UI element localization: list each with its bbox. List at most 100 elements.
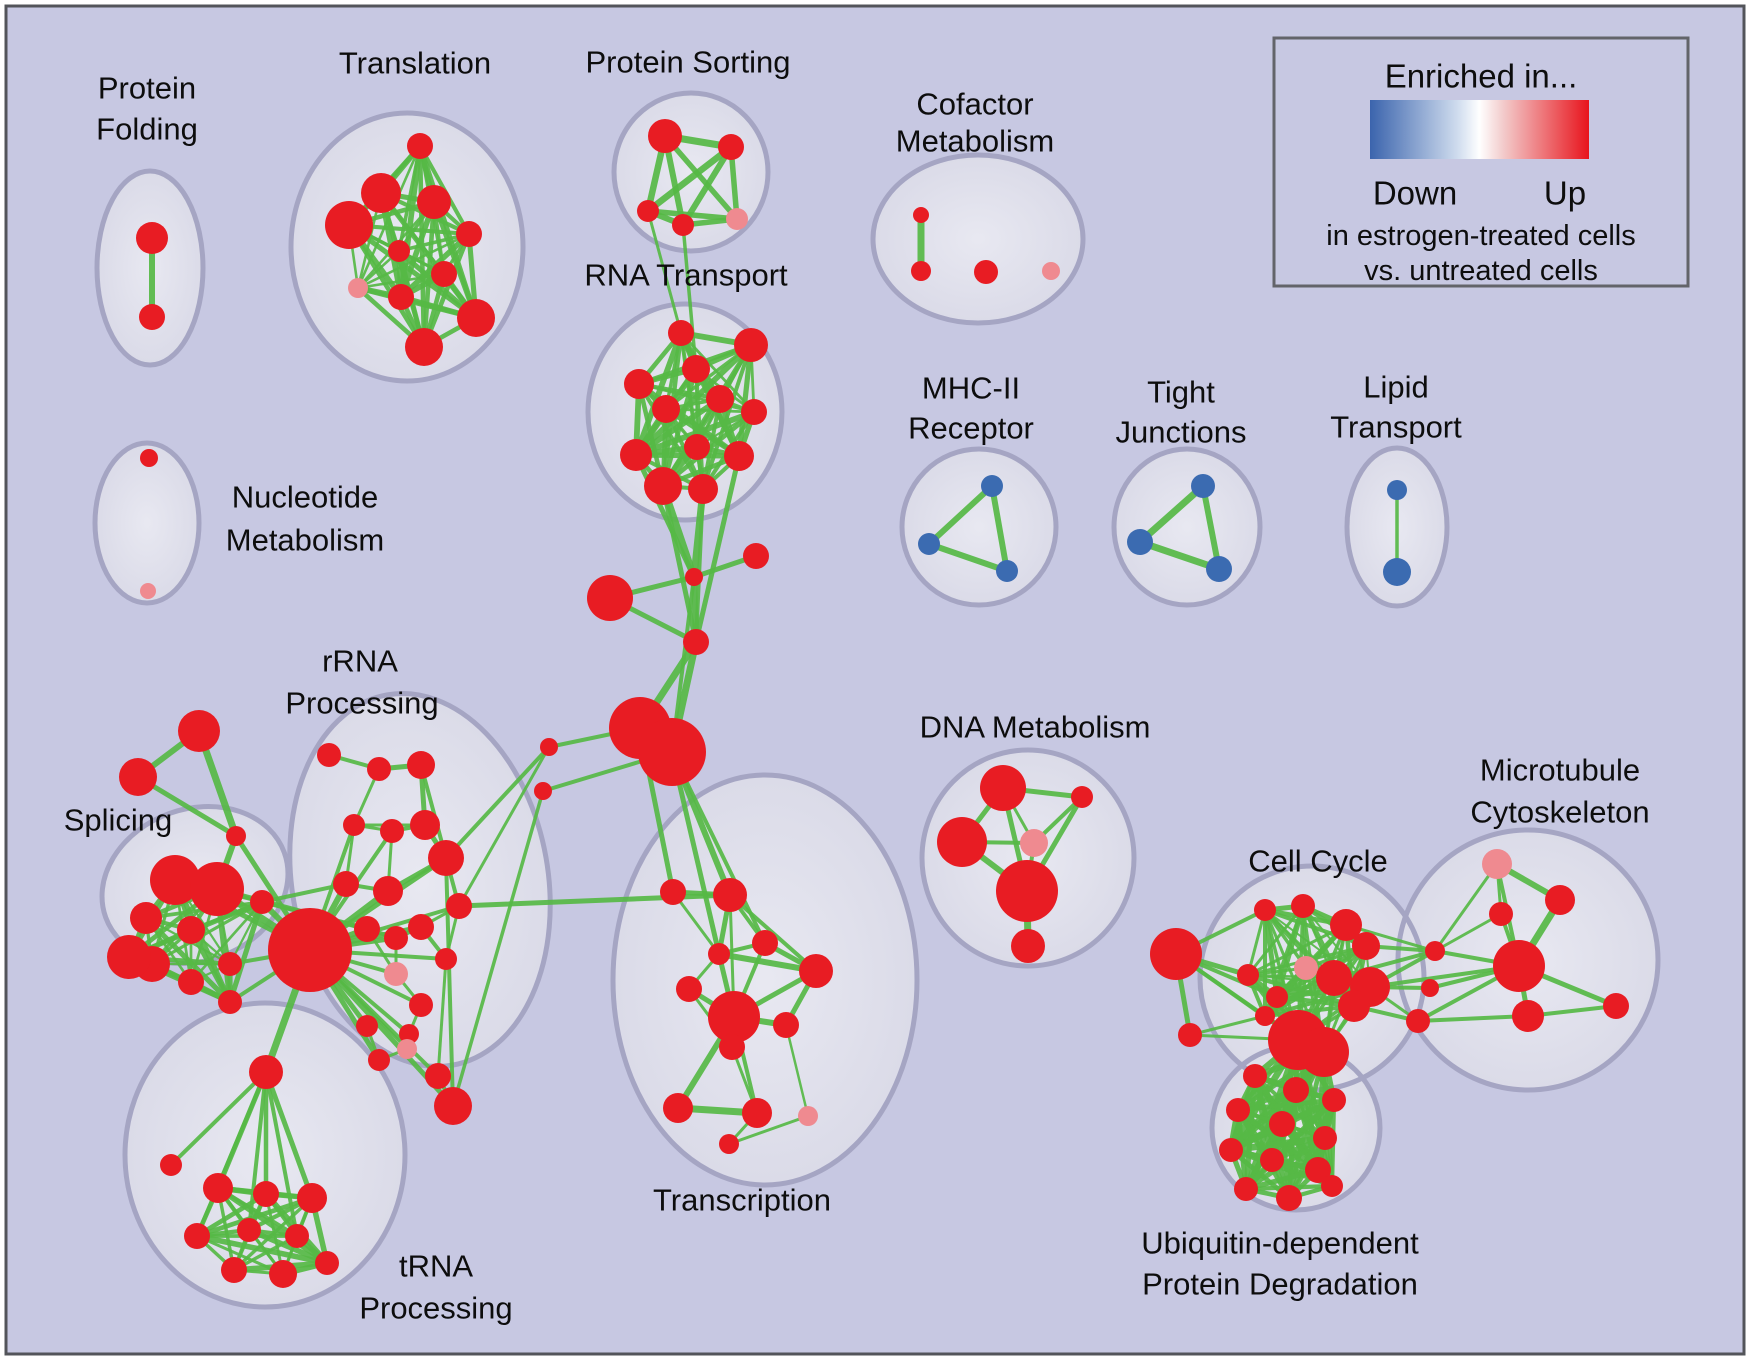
edge-ps0-ps4 bbox=[662, 133, 740, 222]
node-cc6 bbox=[1294, 956, 1318, 980]
node-rr21 bbox=[434, 1087, 472, 1125]
node-cc2 bbox=[1254, 899, 1276, 921]
cluster-label: Cell Cycle bbox=[1248, 844, 1388, 879]
cluster-label: Lipid bbox=[1363, 370, 1429, 405]
legend-down-label: Down bbox=[1373, 175, 1457, 212]
node-rt5 bbox=[652, 395, 680, 423]
edge-sp4-sp6 bbox=[189, 900, 264, 984]
node-cc11 bbox=[1338, 990, 1370, 1022]
edge-cc4-cc7 bbox=[1246, 923, 1348, 977]
edge-rt4-rt8 bbox=[633, 396, 723, 458]
edge-rt6-rt8 bbox=[633, 409, 757, 458]
node-mt4 bbox=[1512, 1000, 1544, 1032]
node-rt6 bbox=[741, 399, 767, 425]
node-rr10 bbox=[384, 926, 408, 950]
cluster-label: MHC-II bbox=[922, 371, 1020, 406]
edge-hb1-tx2 bbox=[669, 749, 722, 957]
edge-tl6-tl7 bbox=[356, 272, 446, 290]
node-cc3 bbox=[1291, 894, 1315, 918]
node-tl0 bbox=[407, 133, 433, 159]
node-cf3 bbox=[1042, 262, 1060, 280]
edge-rt9-ch3 bbox=[693, 453, 742, 645]
node-lp1 bbox=[1383, 558, 1411, 586]
node-lp0 bbox=[1387, 480, 1407, 500]
edge-mt0-cc15 bbox=[1433, 862, 1499, 953]
node-cf2 bbox=[974, 260, 998, 284]
cluster-label: Ubiquitin-dependent bbox=[1141, 1226, 1419, 1261]
node-hs1 bbox=[534, 782, 552, 800]
node-rr8 bbox=[373, 876, 403, 906]
edge-tn6-tn10 bbox=[246, 1227, 330, 1266]
node-pf0 bbox=[136, 222, 168, 254]
cluster-label: Splicing bbox=[64, 803, 173, 838]
edge-sp4-sp8 bbox=[227, 899, 265, 1005]
node-tl4 bbox=[456, 221, 482, 247]
legend: Enriched in... Down Up in estrogen-treated … bbox=[1272, 36, 1690, 288]
cluster-nucleotide-metabolism bbox=[95, 443, 199, 603]
node-rr17 bbox=[397, 1039, 417, 1059]
cluster-label: Microtubule bbox=[1480, 753, 1640, 788]
node-rt1 bbox=[734, 328, 768, 362]
node-dn2 bbox=[1071, 786, 1093, 808]
edge-tn4-tn5 bbox=[194, 1195, 315, 1239]
edge-rr12-rr20 bbox=[436, 957, 448, 1078]
edge-st1-st2 bbox=[135, 774, 239, 839]
cluster-border-trna-processing bbox=[122, 1000, 408, 1310]
node-rt9 bbox=[724, 441, 754, 471]
node-tn7 bbox=[285, 1224, 309, 1248]
cluster-label: DNA Metabolism bbox=[920, 710, 1151, 745]
node-rr5 bbox=[410, 810, 440, 840]
node-cc12 bbox=[1255, 1006, 1275, 1026]
cluster-label: Cytoskeleton bbox=[1470, 795, 1649, 830]
node-tn8 bbox=[221, 1257, 247, 1283]
cluster-border-lipid-transport bbox=[1344, 445, 1450, 609]
node-rr3 bbox=[343, 814, 365, 836]
node-st2 bbox=[226, 826, 246, 846]
cluster-label: Translation bbox=[339, 46, 491, 81]
cluster-border-tight-junctions bbox=[1111, 446, 1263, 608]
cluster-border-transcription bbox=[610, 772, 920, 1188]
node-tn0 bbox=[249, 1055, 283, 1089]
cluster-border-protein-sorting bbox=[611, 90, 771, 254]
node-cc4 bbox=[1330, 909, 1362, 941]
node-sp2 bbox=[130, 902, 162, 934]
node-dn5 bbox=[1011, 929, 1045, 963]
cluster-label: Processing bbox=[285, 686, 438, 721]
node-rr12 bbox=[435, 948, 457, 970]
node-ub1 bbox=[1283, 1077, 1309, 1103]
legend-box bbox=[1272, 36, 1690, 288]
edge-hs0-rr13 bbox=[457, 745, 551, 908]
node-tx4 bbox=[799, 954, 833, 988]
cluster-border-nucleotide-metabolism bbox=[92, 440, 202, 606]
node-cc16 bbox=[1421, 979, 1439, 997]
node-tl3 bbox=[325, 201, 373, 249]
node-nm1 bbox=[140, 583, 156, 599]
cluster-transcription bbox=[613, 775, 917, 1185]
node-tx3 bbox=[752, 930, 778, 956]
node-rr14 bbox=[384, 962, 408, 986]
edge-tn3-tn5 bbox=[194, 1191, 269, 1239]
node-cc5 bbox=[1352, 932, 1380, 960]
edge-ps2-rt0 bbox=[646, 209, 683, 335]
node-ub5 bbox=[1313, 1126, 1337, 1150]
cluster-label: RNA Transport bbox=[584, 258, 788, 293]
node-ch3 bbox=[683, 629, 709, 655]
edge-hs0-rr6 bbox=[444, 745, 551, 860]
edge-mh1-mh2 bbox=[926, 541, 1010, 574]
cluster-label: tRNA bbox=[399, 1249, 473, 1284]
node-rr9 bbox=[354, 916, 380, 942]
node-dn0 bbox=[980, 765, 1026, 811]
node-nm0 bbox=[140, 449, 158, 467]
cluster-label: Protein Degradation bbox=[1142, 1267, 1418, 1302]
node-rr2 bbox=[407, 751, 435, 779]
node-rrH bbox=[268, 908, 352, 992]
node-mt0 bbox=[1482, 849, 1512, 879]
node-ps1 bbox=[718, 134, 744, 160]
cluster-border-protein-folding bbox=[94, 168, 206, 368]
cluster-label: Junctions bbox=[1116, 415, 1247, 450]
node-rt4 bbox=[706, 385, 734, 413]
network-nodes bbox=[107, 119, 1629, 1288]
node-hb1 bbox=[638, 718, 706, 786]
